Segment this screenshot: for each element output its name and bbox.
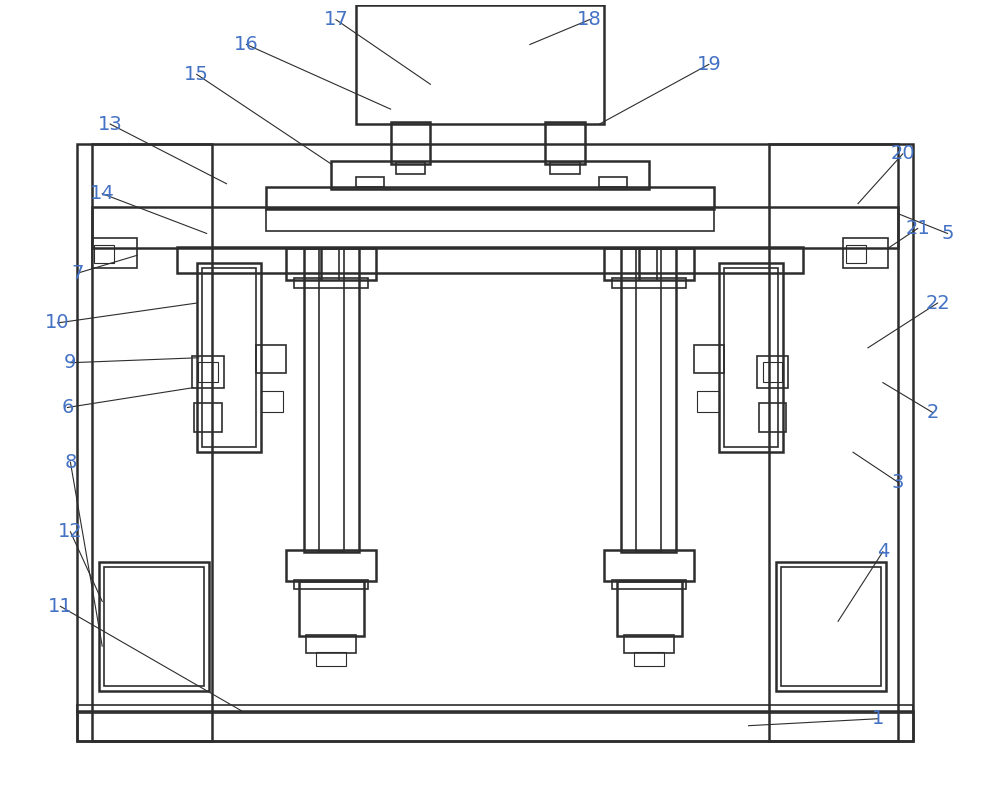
Bar (197, 263, 261, 452)
Bar (634, 652, 664, 666)
Bar (266, 187, 714, 208)
Bar (694, 345, 724, 373)
Bar (781, 567, 881, 686)
Bar (724, 268, 778, 448)
Text: 19: 19 (696, 55, 721, 74)
Bar (550, 162, 580, 174)
Text: 5: 5 (941, 224, 954, 243)
Bar (77, 144, 913, 741)
Text: 2: 2 (926, 403, 939, 422)
Text: 3: 3 (892, 473, 904, 492)
Bar (99, 562, 209, 691)
Bar (192, 356, 224, 387)
Bar (294, 279, 368, 288)
Bar (757, 356, 788, 387)
Bar (202, 268, 256, 448)
Bar (612, 279, 686, 288)
Text: 6: 6 (61, 398, 74, 417)
Bar (697, 390, 719, 412)
Bar (846, 246, 866, 263)
Bar (391, 122, 430, 164)
Text: 15: 15 (184, 65, 209, 84)
Bar (198, 361, 218, 382)
Bar (769, 144, 898, 741)
Bar (92, 144, 212, 741)
Bar (306, 635, 356, 653)
Bar (545, 122, 585, 164)
Text: 21: 21 (905, 219, 930, 238)
Bar (77, 711, 913, 741)
Bar (92, 207, 898, 249)
Bar (94, 246, 114, 263)
Bar (319, 249, 344, 551)
Text: 17: 17 (324, 10, 348, 29)
Bar (621, 249, 676, 551)
Text: 8: 8 (64, 452, 77, 472)
Bar (843, 238, 888, 268)
Text: 11: 11 (48, 597, 73, 616)
Bar (356, 177, 384, 187)
Text: 9: 9 (64, 353, 77, 372)
Bar (92, 238, 137, 268)
Bar (331, 161, 649, 188)
Bar (266, 208, 714, 232)
Bar (604, 550, 694, 581)
Bar (194, 402, 222, 432)
Bar (759, 402, 786, 432)
Text: 22: 22 (925, 294, 950, 312)
Bar (294, 580, 368, 589)
Bar (624, 635, 674, 653)
Bar (604, 249, 694, 280)
Bar (763, 361, 782, 382)
Text: 12: 12 (58, 522, 83, 541)
Bar (286, 550, 376, 581)
Text: 7: 7 (71, 264, 84, 283)
Text: 14: 14 (90, 184, 115, 203)
Bar (617, 581, 682, 636)
Text: 1: 1 (872, 709, 884, 729)
Text: 10: 10 (45, 313, 70, 332)
Bar (612, 580, 686, 589)
Bar (299, 581, 364, 636)
Bar (256, 345, 286, 373)
Text: 4: 4 (877, 542, 889, 561)
Bar (286, 249, 376, 280)
Bar (396, 162, 425, 174)
Bar (356, 5, 604, 124)
Bar (316, 652, 346, 666)
Bar (77, 705, 913, 712)
Text: 20: 20 (890, 144, 915, 163)
Bar (104, 567, 204, 686)
Bar (636, 249, 661, 551)
Bar (177, 247, 803, 273)
Bar (719, 263, 783, 452)
Bar (599, 177, 627, 187)
Bar (304, 249, 359, 551)
Bar (261, 390, 283, 412)
Text: 13: 13 (98, 114, 123, 134)
Bar (776, 562, 886, 691)
Text: 16: 16 (234, 35, 259, 54)
Text: 18: 18 (577, 10, 602, 29)
